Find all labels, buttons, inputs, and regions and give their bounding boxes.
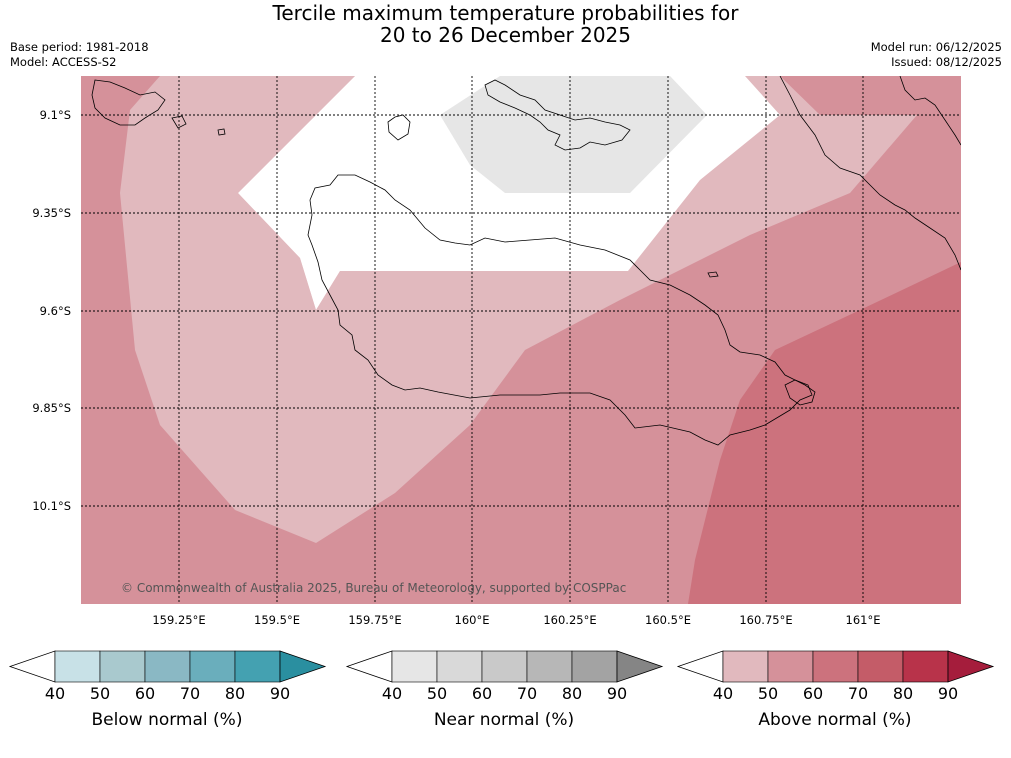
colorbar-tick-label: 80 bbox=[561, 684, 583, 703]
colorbar-segment bbox=[857, 650, 904, 683]
chart-title-line2: 20 to 26 December 2025 bbox=[379, 23, 631, 47]
lon-label: 159.5°E bbox=[254, 613, 300, 627]
small-island-east bbox=[707, 271, 719, 278]
colorbar-tick-label: 70 bbox=[179, 684, 201, 703]
colorbar-min-extension bbox=[8, 650, 56, 683]
colorbar-max-extension bbox=[616, 650, 664, 683]
malaita-inner-coast bbox=[899, 76, 961, 146]
colorbar-tick-label: 90 bbox=[606, 684, 628, 703]
lat-label: 9.85°S bbox=[32, 401, 71, 415]
copyright-text: © Commonwealth of Australia 2025, Bureau… bbox=[121, 581, 626, 595]
lon-label: 160°E bbox=[455, 613, 490, 627]
colorbar-segment bbox=[722, 650, 769, 683]
lon-label: 159.75°E bbox=[348, 613, 401, 627]
savo-island-coast bbox=[387, 114, 411, 141]
colorbar-max-extension bbox=[279, 650, 327, 683]
colorbar-tick-label: 50 bbox=[757, 684, 779, 703]
colorbar-max-extension bbox=[947, 650, 995, 683]
colorbar-segment bbox=[902, 650, 949, 683]
model-text: Model: ACCESS-S2 bbox=[10, 55, 117, 69]
issued-text: Issued: 08/12/2025 bbox=[891, 55, 1002, 69]
lon-label: 160.75°E bbox=[739, 613, 792, 627]
colorbar-segment bbox=[571, 650, 618, 683]
colorbar-min-extension bbox=[345, 650, 393, 683]
colorbar-tick-label: 40 bbox=[381, 684, 403, 703]
lon-label: 161°E bbox=[846, 613, 881, 627]
colorbar-segment bbox=[436, 650, 483, 683]
colorbar-tick-label: 40 bbox=[712, 684, 734, 703]
guadalcanal-coast bbox=[307, 174, 813, 446]
colorbar-segment bbox=[391, 650, 438, 683]
lon-label: 159.25°E bbox=[152, 613, 205, 627]
colorbar-tick-label: 60 bbox=[134, 684, 156, 703]
colorbar-segment bbox=[767, 650, 814, 683]
colorbar-tick-label: 70 bbox=[516, 684, 538, 703]
colorbar-tick-label: 50 bbox=[89, 684, 111, 703]
colorbar-min-extension bbox=[676, 650, 724, 683]
lat-label: 9.1°S bbox=[40, 108, 71, 122]
longitude-labels: 159.25°E 159.5°E 159.75°E 160°E 160.25°E 160.… bbox=[152, 613, 880, 627]
marau-coast bbox=[784, 379, 816, 406]
chart-title-line1: Tercile maximum temperature probabilitie… bbox=[272, 1, 739, 25]
above-normal-title: Above normal (%) bbox=[758, 710, 912, 730]
lon-label: 160.5°E bbox=[645, 613, 691, 627]
colorbar-tick-label: 80 bbox=[224, 684, 246, 703]
colorbar-tick-label: 90 bbox=[269, 684, 291, 703]
below-normal-title: Below normal (%) bbox=[91, 710, 243, 730]
above-70-region bbox=[688, 262, 961, 604]
colorbar-segment bbox=[99, 650, 146, 683]
colorbar-segment bbox=[54, 650, 101, 683]
near-normal-title: Near normal (%) bbox=[433, 710, 575, 730]
above-50-region bbox=[120, 76, 917, 543]
colorbar-segment bbox=[234, 650, 281, 683]
colorbar-tick-label: 50 bbox=[426, 684, 448, 703]
coastline-outlines bbox=[91, 76, 961, 446]
colorbar-tick-label: 40 bbox=[44, 684, 66, 703]
russell-islands-coast bbox=[91, 79, 166, 126]
lat-label: 9.35°S bbox=[32, 206, 71, 220]
colorbar-segment bbox=[812, 650, 859, 683]
gridlines bbox=[81, 76, 961, 604]
malaita-coast bbox=[779, 76, 961, 271]
map-area bbox=[81, 76, 961, 604]
colorbar-tick-label: 70 bbox=[847, 684, 869, 703]
lat-label: 10.1°S bbox=[32, 499, 71, 513]
colorbar-tick-label: 60 bbox=[471, 684, 493, 703]
lon-label: 160.25°E bbox=[543, 613, 596, 627]
florida-islands-coast bbox=[484, 79, 631, 151]
colorbar-tick-label: 90 bbox=[937, 684, 959, 703]
lat-label: 9.6°S bbox=[40, 304, 71, 318]
model-run-text: Model run: 06/12/2025 bbox=[870, 40, 1002, 54]
colorbar-segment bbox=[481, 650, 528, 683]
colorbar-segment bbox=[526, 650, 573, 683]
latitude-labels: 9.1°S 9.35°S 9.6°S 9.85°S 10.1°S bbox=[32, 108, 71, 513]
near-normal-50-region bbox=[440, 76, 707, 193]
colorbar-tick-label: 60 bbox=[802, 684, 824, 703]
colorbar-tick-label: 80 bbox=[892, 684, 914, 703]
colorbar-segment bbox=[144, 650, 191, 683]
base-period-text: Base period: 1981-2018 bbox=[10, 40, 149, 54]
russell-small-islet-2 bbox=[217, 128, 226, 136]
colorbar-segment bbox=[189, 650, 236, 683]
colorbars bbox=[8, 650, 995, 683]
